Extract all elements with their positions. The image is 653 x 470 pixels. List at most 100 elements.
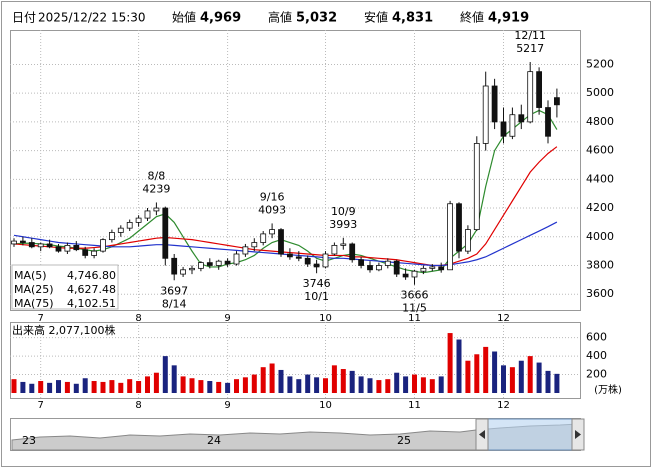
candle-body — [304, 257, 311, 265]
annotation-date: 10/1 — [304, 290, 329, 303]
volume-bar — [56, 380, 61, 393]
candle-body — [438, 266, 445, 271]
arrow-left — [479, 430, 485, 439]
candle-body — [144, 210, 151, 219]
volume-bar — [474, 354, 480, 393]
volume-bar — [385, 379, 391, 393]
candle-body — [278, 229, 284, 255]
volume-bar — [492, 351, 498, 393]
annotation-value: 5217 — [516, 42, 544, 55]
volume-bar — [242, 377, 248, 393]
candle-body — [500, 121, 507, 137]
candle-body — [171, 257, 178, 275]
y-tick-label: 4800 — [586, 115, 614, 128]
field-label: 高値 — [268, 10, 292, 25]
volume-bar — [162, 356, 168, 393]
volume-bar — [225, 382, 231, 393]
x-tick-label: 10 — [319, 313, 332, 324]
volume-bar — [438, 376, 444, 393]
volume-bar — [483, 346, 489, 393]
volume-bar — [251, 374, 257, 393]
candle-body — [411, 270, 418, 278]
legend-value: 4,627.48 — [67, 283, 116, 296]
candle-body — [11, 240, 17, 245]
annotation-date: 8/8 — [148, 169, 166, 182]
volume-bar — [358, 376, 364, 393]
candle-body — [447, 203, 454, 271]
volume-bar — [323, 378, 328, 393]
volume-bar — [394, 372, 400, 393]
volume-bar — [109, 380, 115, 393]
candle-body — [340, 243, 347, 246]
legend-box — [11, 264, 119, 310]
volume-bar — [234, 379, 239, 393]
candle-body — [509, 114, 516, 137]
navigator-label: 23 — [22, 434, 36, 447]
candle-body — [518, 114, 525, 123]
candle-body — [358, 259, 365, 266]
volume-bar — [11, 379, 17, 393]
volume-bar — [518, 360, 524, 393]
field-value: 5,032 — [296, 11, 337, 26]
volume-bar — [340, 369, 346, 393]
volume-bar — [73, 383, 79, 393]
volume-title: 出来高 2,077,100株 — [12, 323, 115, 337]
volume-bar — [314, 377, 320, 393]
y-tick-label: 3600 — [586, 287, 614, 300]
volume-bar — [527, 356, 533, 393]
volume-bar — [38, 381, 44, 393]
volume-bar — [64, 381, 70, 393]
field-value: 4,969 — [200, 11, 241, 26]
candle-body — [260, 233, 267, 243]
y-tick-label: 4600 — [586, 144, 614, 157]
volume-bar — [118, 382, 124, 393]
volume-bar — [100, 381, 106, 393]
x-tick-label: 9 — [224, 313, 230, 324]
volume-bar — [20, 381, 26, 393]
volume-bar — [180, 376, 186, 393]
candle-body — [322, 253, 329, 268]
candle-body — [162, 207, 169, 259]
annotation-value: 4239 — [142, 182, 170, 195]
candle-body — [73, 244, 80, 251]
candle-body — [429, 266, 436, 269]
y-tick-label: 5000 — [586, 86, 614, 99]
volume-bar — [536, 362, 542, 393]
candle-body — [189, 267, 195, 271]
x-tick-label: 9 — [224, 400, 230, 411]
volume-bar — [198, 380, 204, 393]
x-tick-label: 7 — [38, 400, 44, 411]
navigator-label: 24 — [207, 434, 221, 447]
candle-body — [295, 256, 302, 259]
candle-body — [55, 246, 62, 252]
volume-bar — [465, 360, 471, 393]
volume-bar — [207, 381, 213, 393]
candle-body — [126, 222, 133, 229]
candle-body — [233, 253, 240, 265]
arrow-right — [575, 430, 581, 439]
candle-body — [482, 85, 489, 144]
x-tick-label: 11 — [408, 400, 421, 411]
y-tick-label: 4000 — [586, 230, 614, 243]
candle-body — [393, 260, 400, 275]
volume-bar — [456, 339, 462, 393]
volume-bar — [47, 382, 53, 393]
x-tick-label: 8 — [135, 400, 141, 411]
candle-body — [82, 249, 89, 256]
volume-bar — [91, 381, 97, 393]
volume-bar — [412, 374, 417, 393]
volume-bar — [287, 376, 293, 393]
volume-bar — [447, 333, 453, 393]
annotation-date: 8/14 — [162, 297, 187, 310]
candle-body — [251, 242, 258, 248]
legend-name: MA(25) — [14, 283, 54, 296]
navigator-window[interactable] — [475, 418, 585, 451]
x-tick-label: 7 — [38, 313, 44, 324]
y-tick-label: 5200 — [586, 57, 614, 70]
volume-bar — [367, 378, 373, 393]
datetime: 2025/12/22 15:30 — [38, 11, 146, 25]
field-label: 安値 — [364, 10, 388, 25]
y-tick-label: 4200 — [586, 201, 614, 214]
legend-value: 4,102.51 — [67, 297, 116, 310]
field-label: 終値 — [460, 10, 484, 25]
